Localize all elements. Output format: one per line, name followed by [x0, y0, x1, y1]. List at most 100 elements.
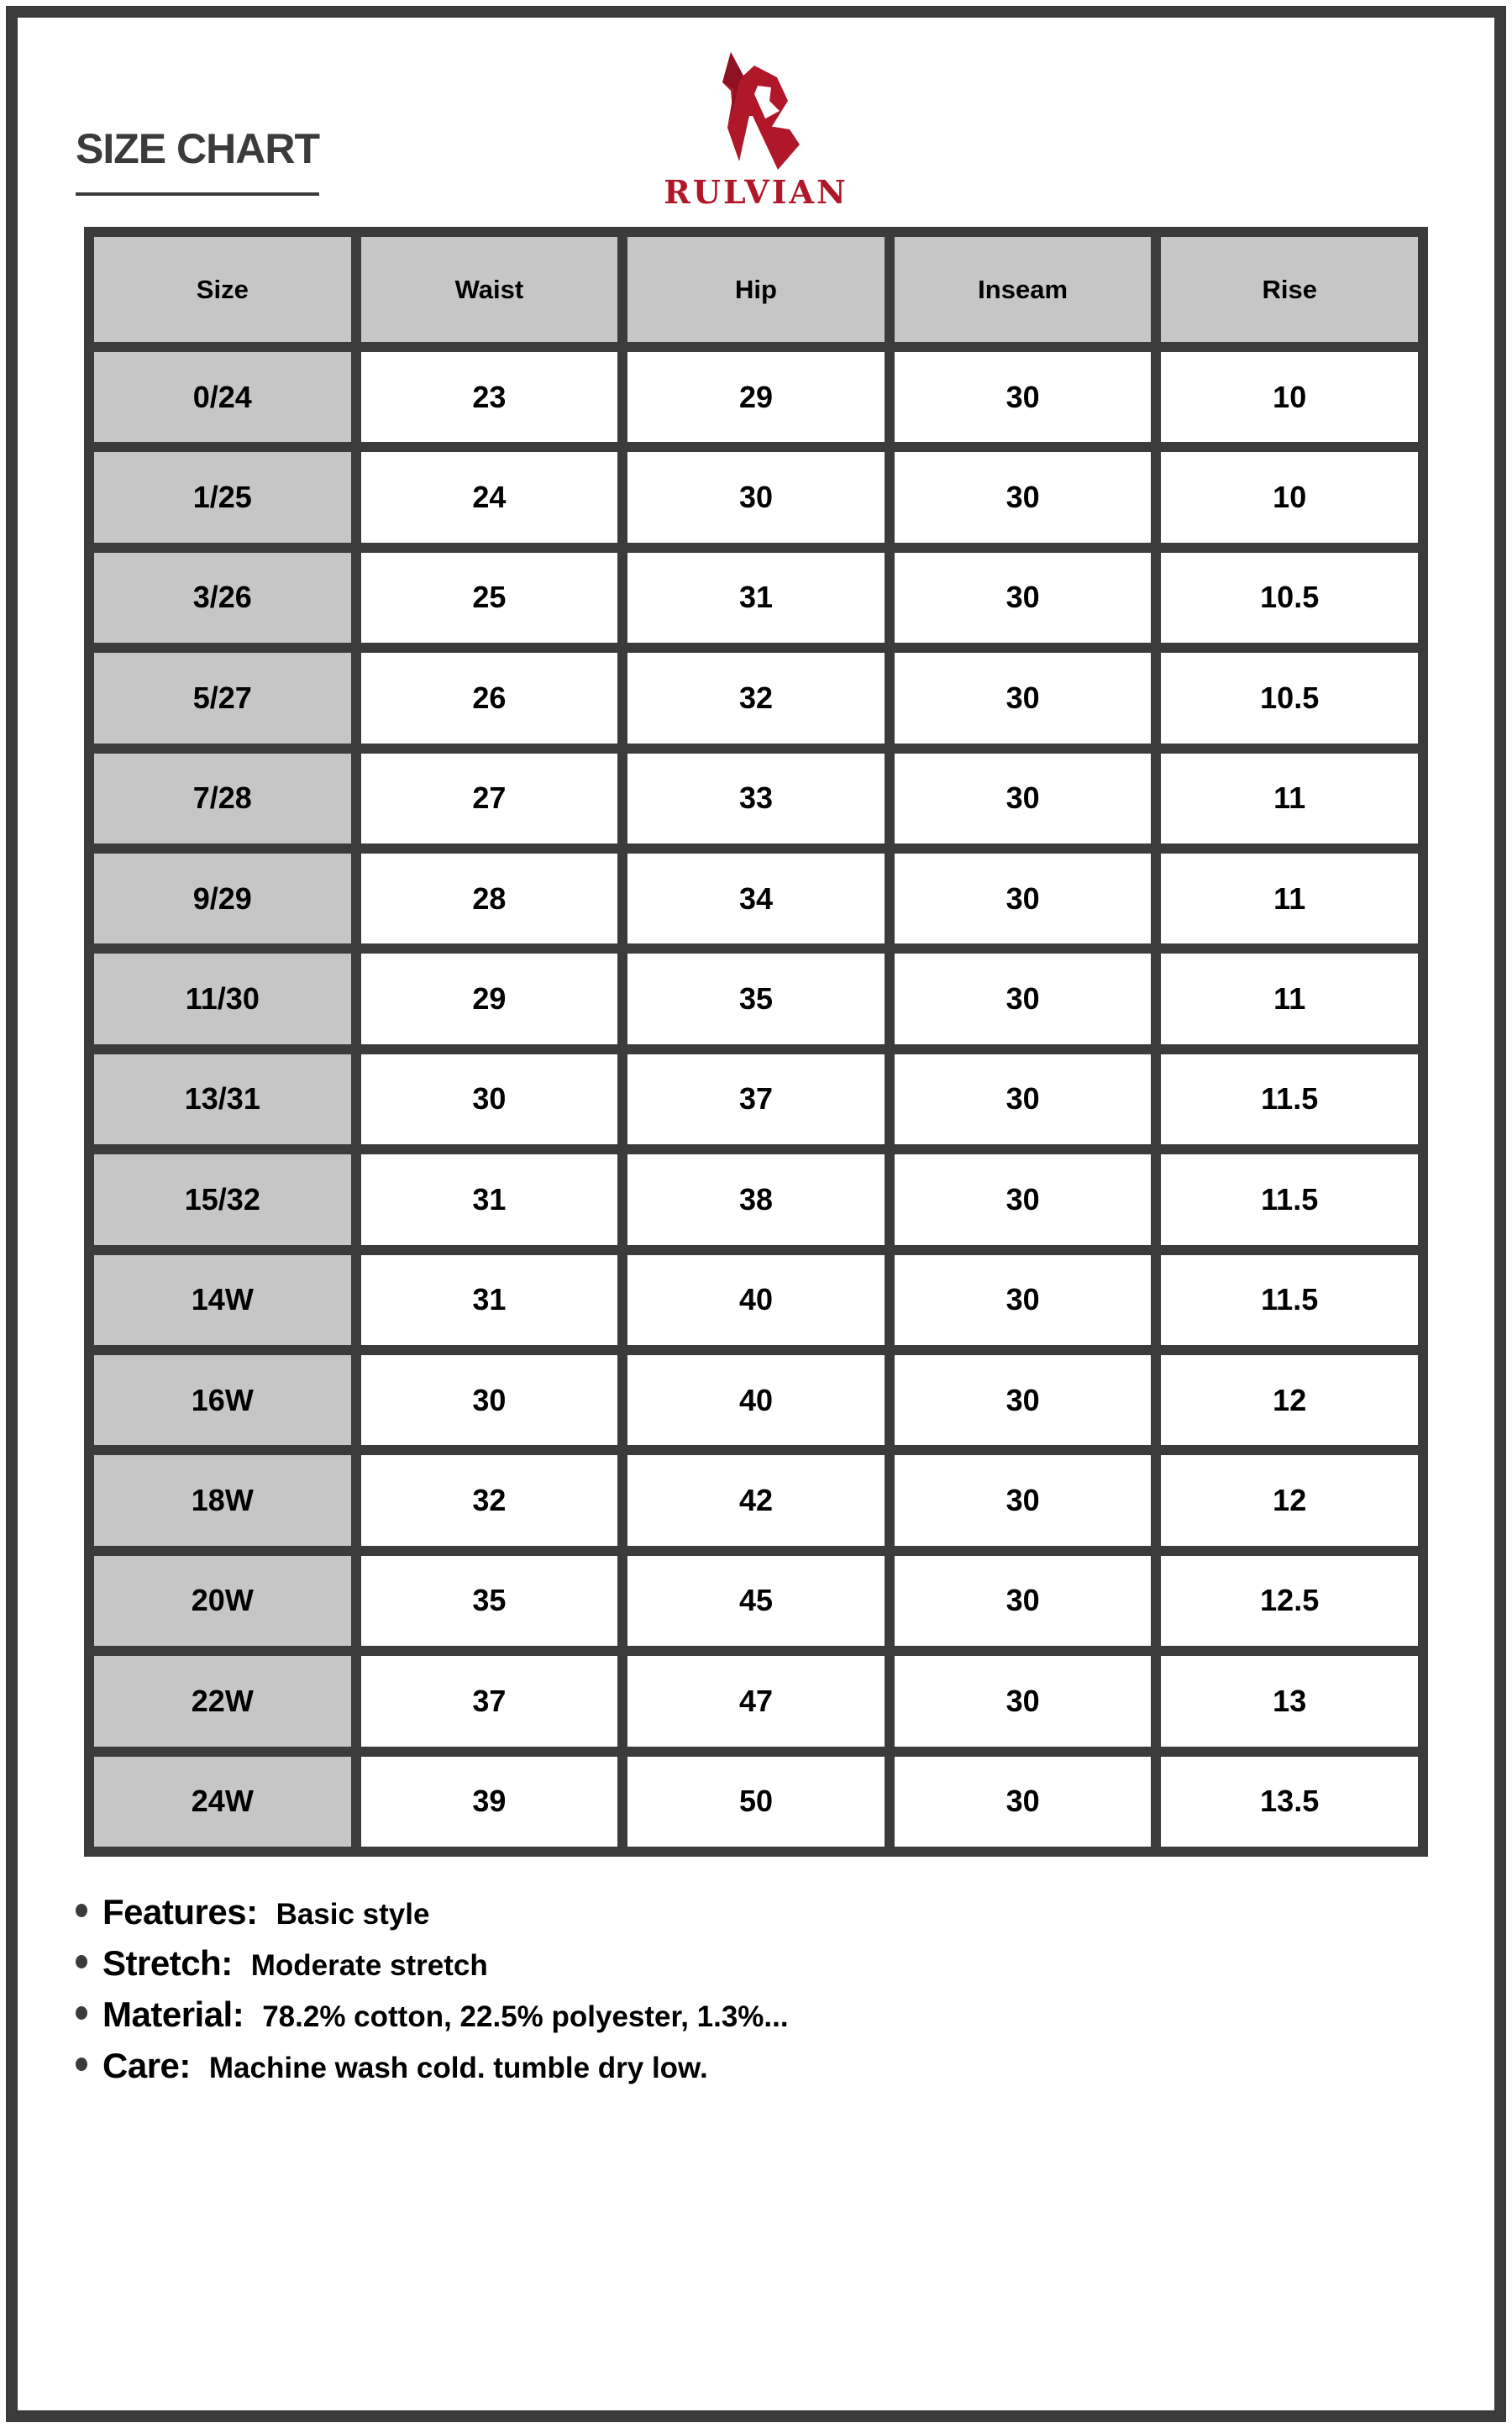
measurement-cell-inseam: 30 — [894, 1455, 1152, 1546]
measurement-cell-hip: 50 — [627, 1756, 885, 1847]
note-label: Care: — [102, 2046, 191, 2085]
note-label: Features: — [102, 1892, 258, 1931]
measurement-cell-hip: 33 — [627, 753, 885, 843]
measurement-cell-waist: 37 — [360, 1656, 618, 1747]
size-chart-table: Size Waist Hip Inseam Rise 0/24 23 29 30 10 1/25 24… — [84, 227, 1428, 1857]
measurement-cell-rise: 12 — [1161, 1455, 1418, 1546]
measurement-cell-rise: 10.5 — [1161, 653, 1418, 744]
column-header-hip: Hip — [627, 237, 885, 342]
size-cell: 24W — [94, 1756, 351, 1847]
brand-logo: RULVIAN — [651, 52, 861, 212]
size-cell: 13/31 — [94, 1054, 351, 1145]
column-header-inseam: Inseam — [894, 237, 1152, 342]
measurement-cell-waist: 28 — [360, 854, 618, 944]
measurement-cell-hip: 40 — [627, 1254, 885, 1345]
size-cell: 5/27 — [94, 653, 351, 744]
column-header-waist: Waist — [360, 237, 618, 342]
measurement-cell-rise: 10.5 — [1161, 552, 1418, 644]
measurement-cell-inseam: 30 — [894, 1355, 1152, 1446]
stylized-r-logo-icon — [722, 52, 800, 170]
measurement-cell-hip: 40 — [627, 1355, 885, 1446]
size-cell: 14W — [94, 1254, 351, 1345]
bullet-icon — [76, 2057, 87, 2071]
measurement-cell-inseam: 30 — [894, 1555, 1152, 1647]
measurement-cell-hip: 32 — [627, 653, 885, 744]
measurement-cell-inseam: 30 — [894, 854, 1152, 944]
note-item: Care: Machine wash cold. tumble dry low. — [76, 2046, 789, 2097]
measurement-cell-inseam: 30 — [894, 1254, 1152, 1345]
size-cell: 16W — [94, 1355, 351, 1446]
note-item: Material: 78.2% cotton, 22.5% polyester, … — [76, 1994, 789, 2046]
column-header-rise: Rise — [1161, 237, 1418, 342]
measurement-cell-inseam: 30 — [894, 1154, 1152, 1245]
page-title: SIZE CHART — [76, 125, 320, 172]
measurement-cell-rise: 11.5 — [1161, 1054, 1418, 1145]
size-cell: 0/24 — [94, 352, 351, 443]
measurement-cell-waist: 24 — [360, 452, 618, 543]
measurement-cell-waist: 23 — [360, 352, 618, 443]
measurement-cell-rise: 10 — [1161, 352, 1418, 443]
note-value: 78.2% cotton, 22.5% polyester, 1.3%... — [262, 2000, 789, 2033]
product-notes: Features: Basic style Stretch: Moderate str… — [76, 1892, 789, 2097]
measurement-cell-hip: 38 — [627, 1154, 885, 1245]
size-cell: 18W — [94, 1455, 351, 1546]
measurement-cell-rise: 12.5 — [1161, 1555, 1418, 1647]
note-label: Stretch: — [102, 1943, 233, 1983]
size-cell: 1/25 — [94, 452, 351, 543]
measurement-cell-hip: 29 — [627, 352, 885, 443]
measurement-cell-hip: 37 — [627, 1054, 885, 1145]
title-underline — [76, 192, 319, 196]
note-value: Moderate stretch — [250, 1949, 488, 1982]
measurement-cell-rise: 13.5 — [1161, 1756, 1418, 1847]
measurement-cell-rise: 10 — [1161, 452, 1418, 543]
measurement-cell-waist: 25 — [360, 552, 618, 644]
measurement-cell-rise: 11.5 — [1161, 1254, 1418, 1345]
column-header-size: Size — [94, 237, 351, 342]
measurement-cell-rise: 11.5 — [1161, 1154, 1418, 1245]
measurement-cell-inseam: 30 — [894, 1054, 1152, 1145]
note-value: Basic style — [276, 1898, 430, 1931]
measurement-cell-rise: 13 — [1161, 1656, 1418, 1747]
note-item: Stretch: Moderate stretch — [76, 1943, 789, 1994]
size-cell: 9/29 — [94, 854, 351, 944]
measurement-cell-rise: 12 — [1161, 1355, 1418, 1446]
measurement-cell-waist: 26 — [360, 653, 618, 744]
bullet-icon — [76, 1955, 87, 1968]
size-cell: 22W — [94, 1656, 351, 1747]
measurement-cell-hip: 45 — [627, 1555, 885, 1647]
measurement-cell-inseam: 30 — [894, 1756, 1152, 1847]
size-cell: 11/30 — [94, 954, 351, 1044]
measurement-cell-waist: 30 — [360, 1054, 618, 1145]
measurement-cell-inseam: 30 — [894, 452, 1152, 543]
measurement-cell-inseam: 30 — [894, 1656, 1152, 1747]
measurement-cell-hip: 35 — [627, 954, 885, 1044]
measurement-cell-inseam: 30 — [894, 552, 1152, 644]
size-cell: 20W — [94, 1555, 351, 1647]
measurement-cell-waist: 29 — [360, 954, 618, 1044]
measurement-cell-waist: 31 — [360, 1254, 618, 1345]
size-cell: 15/32 — [94, 1154, 351, 1245]
measurement-cell-waist: 30 — [360, 1355, 618, 1446]
measurement-cell-waist: 27 — [360, 753, 618, 843]
measurement-cell-hip: 42 — [627, 1455, 885, 1546]
measurement-cell-hip: 47 — [627, 1656, 885, 1747]
note-label: Material: — [102, 1994, 244, 2034]
measurement-cell-rise: 11 — [1161, 854, 1418, 944]
measurement-cell-rise: 11 — [1161, 954, 1418, 1044]
measurement-cell-hip: 30 — [627, 452, 885, 543]
bullet-icon — [76, 2006, 87, 2020]
note-item: Features: Basic style — [76, 1892, 789, 1943]
measurement-cell-inseam: 30 — [894, 954, 1152, 1044]
measurement-cell-waist: 32 — [360, 1455, 618, 1546]
brand-name: RULVIAN — [664, 173, 848, 211]
measurement-cell-waist: 31 — [360, 1154, 618, 1245]
size-cell: 3/26 — [94, 552, 351, 644]
bullet-icon — [76, 1904, 87, 1917]
measurement-cell-inseam: 30 — [894, 352, 1152, 443]
measurement-cell-waist: 35 — [360, 1555, 618, 1647]
measurement-cell-inseam: 30 — [894, 653, 1152, 744]
note-value: Machine wash cold. tumble dry low. — [208, 2052, 708, 2084]
measurement-cell-waist: 39 — [360, 1756, 618, 1847]
size-cell: 7/28 — [94, 753, 351, 843]
measurement-cell-rise: 11 — [1161, 753, 1418, 843]
